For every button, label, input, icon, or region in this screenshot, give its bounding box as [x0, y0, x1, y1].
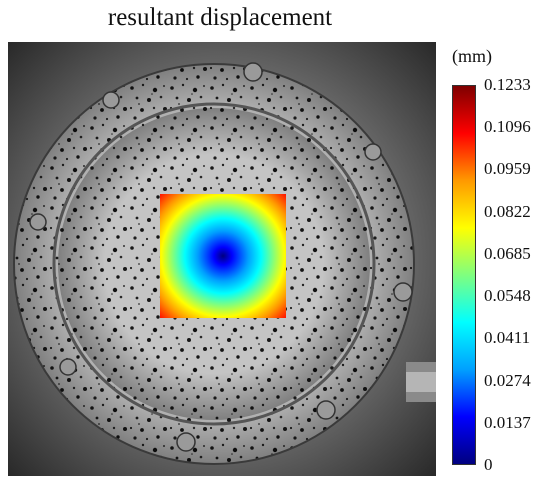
- colorbar: [452, 85, 476, 465]
- colorbar-tick-label: 0: [484, 455, 493, 474]
- colorbar-tick-label: 0.0137: [484, 412, 531, 432]
- specimen-photo: [8, 42, 436, 476]
- colorbar-unit: (mm): [452, 46, 492, 66]
- colorbar-tick-label: 0.0411: [484, 328, 531, 348]
- figure-title: resultant displacement: [107, 4, 333, 31]
- colorbar-tick-label: 0.0548: [484, 286, 531, 306]
- colorbar-tick-label: 0.1233: [484, 75, 531, 94]
- colorbar-tick-label: 0.0822: [484, 201, 531, 221]
- colorbar-tick-label: 0.0274: [484, 370, 531, 390]
- colorbar-tick-label: 0.0959: [484, 159, 531, 179]
- colorbar-tick-label: 0.1096: [484, 117, 531, 137]
- colorbar-ticks: 0.1233 0.1096 0.0959 0.0822 0.0685 0.0548 0.04…: [484, 76, 550, 474]
- colorbar-tick-label: 0.0685: [484, 243, 531, 263]
